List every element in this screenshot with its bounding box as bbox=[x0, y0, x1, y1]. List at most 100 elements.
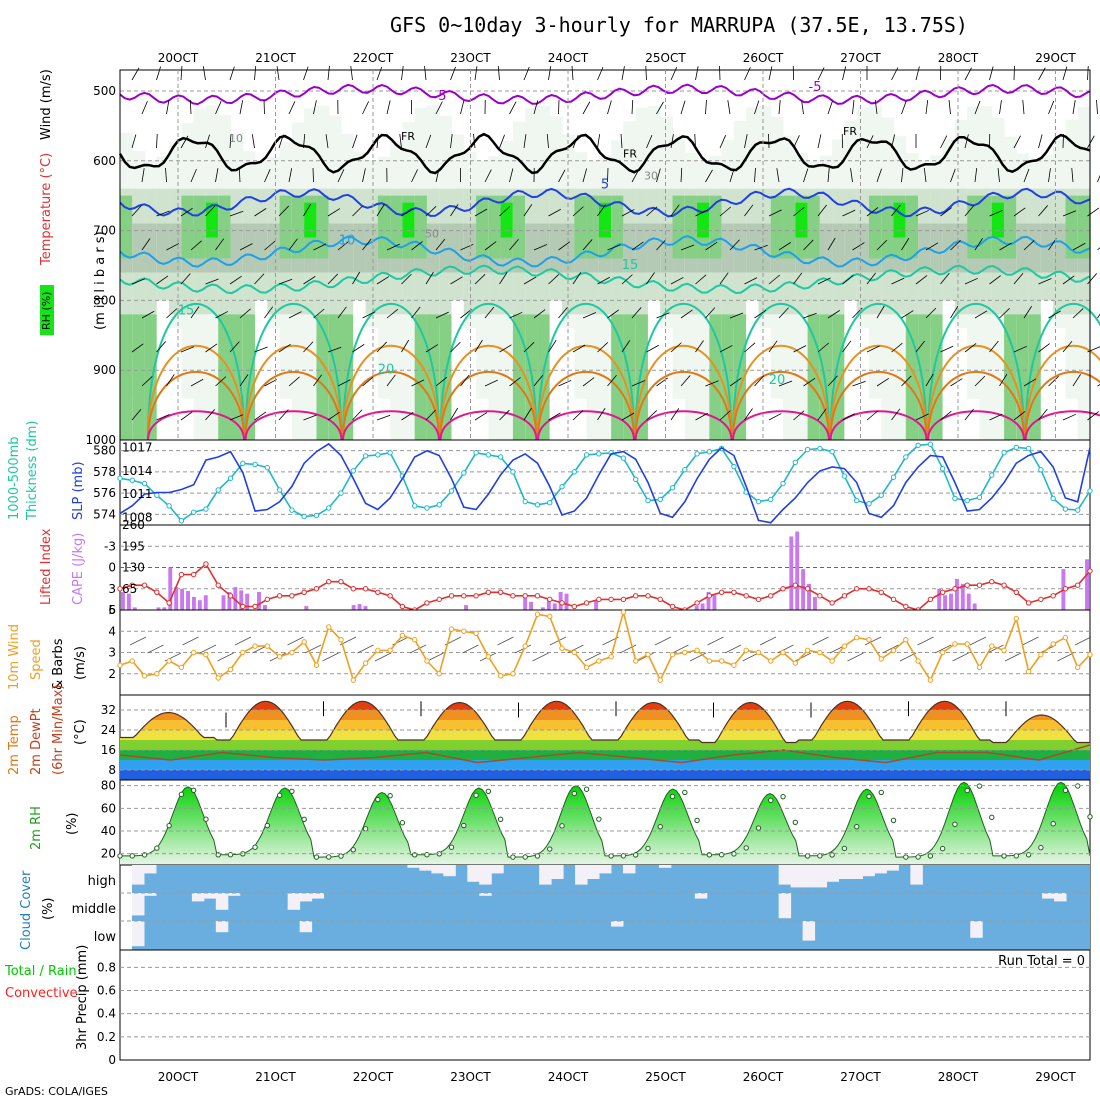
cape-bar bbox=[937, 588, 942, 610]
lifted-index-line-point bbox=[792, 582, 799, 588]
bottom-date-label: 28OCT bbox=[938, 1070, 979, 1084]
rh-point bbox=[890, 817, 897, 824]
wind-barb bbox=[401, 66, 404, 81]
lifted-index-line-point bbox=[768, 593, 774, 599]
cape-tick: 195 bbox=[122, 539, 145, 553]
wind-barb bbox=[891, 408, 901, 421]
wind-barb bbox=[768, 66, 773, 81]
wind-barb bbox=[499, 206, 511, 217]
wind-barb bbox=[817, 277, 831, 285]
thickness-line-point bbox=[927, 441, 934, 447]
rh-clear bbox=[660, 328, 674, 440]
lifted-index-line-point bbox=[927, 596, 934, 603]
wind-speed-line-point bbox=[1075, 664, 1081, 671]
wind-speed-line-point bbox=[338, 637, 344, 643]
thickness-line-point bbox=[903, 454, 909, 460]
cape-bar bbox=[180, 588, 185, 610]
cloud-high-bar bbox=[143, 865, 157, 874]
cape-bar bbox=[807, 583, 812, 610]
label-fr: FR bbox=[623, 147, 637, 160]
thickness-line-point bbox=[780, 480, 786, 487]
wind-barb bbox=[1062, 210, 1077, 217]
wind-barb bbox=[473, 134, 476, 149]
thickness-axis-label: 1000-500mb bbox=[7, 436, 22, 520]
wind10-axis-label: Speed bbox=[29, 639, 44, 680]
surface-wind-barb bbox=[374, 652, 392, 662]
cloud-high-bar bbox=[575, 865, 588, 885]
wind-barb bbox=[474, 273, 486, 285]
wind-barb bbox=[597, 134, 601, 149]
wind-barb bbox=[303, 414, 317, 421]
rh-shade bbox=[1016, 223, 1030, 273]
cloud-low-bar bbox=[970, 921, 983, 938]
li-axis-label: Lifted Index bbox=[39, 528, 54, 605]
rh-tick: 60 bbox=[101, 801, 116, 815]
wind-barb bbox=[793, 410, 805, 421]
wind-barb bbox=[776, 168, 780, 183]
wind-barb bbox=[1038, 278, 1052, 285]
wind-barb bbox=[1062, 341, 1073, 353]
rh-shade bbox=[120, 314, 133, 440]
thickness-line-point bbox=[154, 492, 160, 498]
wind-barb bbox=[631, 99, 634, 115]
top-date-label: 20OCT bbox=[158, 51, 199, 65]
wind-barb bbox=[680, 375, 691, 387]
wind-barb bbox=[401, 412, 414, 421]
thickness-line-point bbox=[510, 469, 516, 475]
cape-bar bbox=[121, 592, 125, 610]
wind-barb bbox=[558, 169, 566, 183]
li-tick: 3 bbox=[108, 582, 116, 596]
label-minus5: -5 bbox=[809, 80, 822, 95]
rh-shade bbox=[733, 223, 747, 273]
thickness-line-point bbox=[117, 475, 123, 481]
rh-tick: 20 bbox=[101, 847, 116, 861]
wind-barb bbox=[450, 276, 463, 285]
wind-speed-line-point bbox=[768, 658, 774, 664]
thickness-slp-panel-frame bbox=[119, 439, 1091, 526]
thickness-line-point bbox=[301, 513, 307, 520]
rh-point bbox=[461, 822, 467, 829]
rh-point bbox=[547, 846, 553, 852]
wind-barb bbox=[768, 413, 782, 421]
wind-barb bbox=[705, 100, 707, 115]
thickness-line-point bbox=[1001, 450, 1007, 456]
thickness-line-point bbox=[411, 503, 418, 509]
lifted-index-line-point bbox=[362, 586, 369, 592]
surface-wind-barb bbox=[724, 644, 742, 654]
wind-barb bbox=[156, 210, 170, 217]
cape-bar bbox=[245, 593, 250, 610]
cloud-axis-label: (%) bbox=[41, 898, 56, 921]
cloud-middle-bar bbox=[778, 893, 792, 919]
lifted-index-line-point bbox=[952, 586, 958, 592]
lifted-index-line-point bbox=[203, 561, 209, 567]
wind-barb bbox=[694, 133, 696, 149]
wind-barb bbox=[778, 100, 781, 115]
wind-barb bbox=[1072, 374, 1081, 387]
temp-contour-35 bbox=[439, 410, 538, 441]
wind-barb bbox=[386, 243, 400, 251]
wind-barb bbox=[131, 205, 142, 217]
cloud-middle-bar bbox=[1042, 893, 1055, 899]
wind-barb bbox=[1013, 135, 1021, 149]
wind-barb bbox=[303, 134, 306, 149]
wind-barb bbox=[915, 209, 929, 217]
wind-barb bbox=[705, 307, 716, 319]
temp-axis-label: Temperature (°C) bbox=[39, 153, 54, 266]
wind-barb bbox=[1096, 100, 1098, 115]
temp-contour-35 bbox=[732, 410, 830, 441]
rh-shade bbox=[426, 223, 440, 273]
wind-barb bbox=[915, 413, 929, 421]
run-total: Run Total = 0 bbox=[998, 954, 1085, 969]
wind-barb bbox=[852, 242, 865, 251]
thickness-slp-panel bbox=[117, 439, 1093, 526]
wind-barb bbox=[288, 238, 298, 251]
wind-barb bbox=[621, 340, 631, 353]
thickness-line-point bbox=[768, 496, 774, 503]
wind-barb bbox=[303, 203, 312, 217]
thickness-line-point bbox=[1013, 444, 1020, 451]
wind-barb bbox=[425, 134, 432, 149]
wind-barb bbox=[768, 209, 782, 217]
cloud-high-bar bbox=[539, 865, 552, 885]
wind-speed-line-point bbox=[522, 643, 528, 649]
temp2m-axis-label: (6hr Min/Max) bbox=[51, 685, 66, 775]
